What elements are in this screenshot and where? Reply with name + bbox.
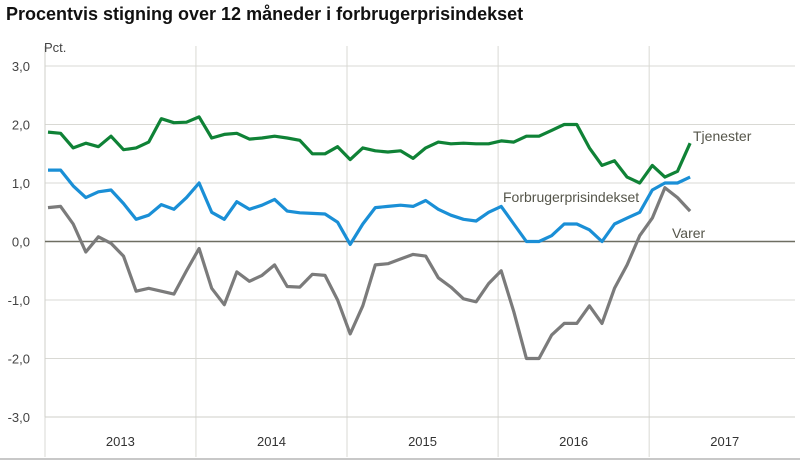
series-line-varer [47, 186, 692, 361]
y-tick-label: 2,0 [12, 118, 30, 133]
series-line-forbrugerprisindekset [48, 168, 691, 246]
series-label-varer: Varer [672, 225, 706, 241]
y-tick-label: -1,0 [8, 293, 30, 308]
x-year-label: 2015 [408, 434, 437, 449]
x-year-label: 2017 [710, 434, 739, 449]
series-line-tjenester [47, 115, 692, 185]
y-tick-label: -2,0 [8, 352, 30, 367]
chart-title: Procentvis stigning over 12 måneder i fo… [6, 4, 524, 24]
x-year-label: 2016 [559, 434, 588, 449]
y-axis-unit: Pct. [44, 40, 66, 55]
y-tick-label: -3,0 [8, 410, 30, 425]
y-tick-label: 1,0 [12, 176, 30, 191]
series-label-tjenester: Tjenester [693, 128, 752, 144]
x-year-label: 2013 [106, 434, 135, 449]
y-tick-label: 3,0 [12, 59, 30, 74]
y-tick-label: 0,0 [12, 235, 30, 250]
x-year-label: 2014 [257, 434, 286, 449]
series-label-forbrugerprisindekset: Forbrugerprisindekset [503, 189, 639, 205]
